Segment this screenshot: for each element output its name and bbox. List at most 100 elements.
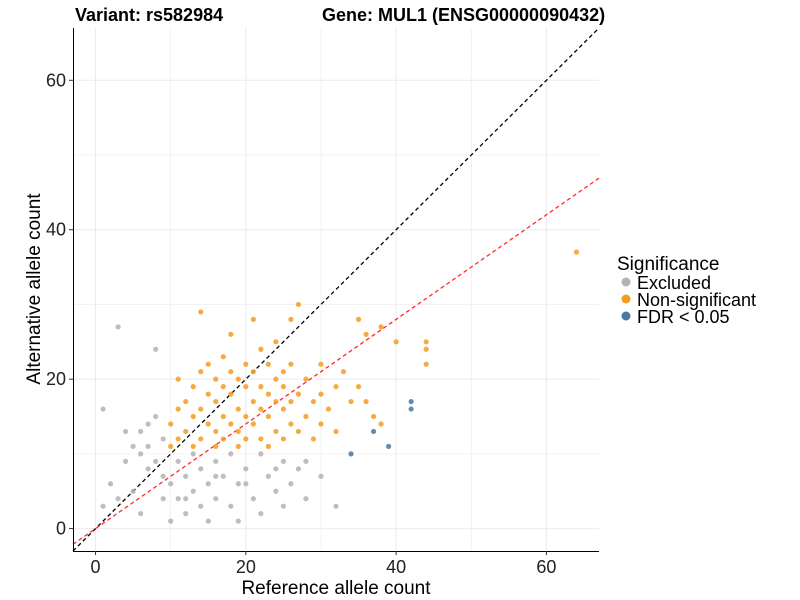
point-non-significant: [423, 346, 429, 352]
point-non-significant: [295, 391, 302, 397]
point-non-significant: [280, 406, 286, 412]
ticks: 0 20 40 60 0 20 40 60: [46, 70, 556, 577]
point-excluded: [243, 481, 249, 487]
point-excluded: [138, 451, 144, 457]
point-excluded: [295, 466, 302, 472]
point-excluded: [228, 451, 234, 457]
point-excluded: [183, 496, 189, 502]
point-non-significant: [250, 398, 256, 405]
point-excluded: [198, 503, 204, 509]
point-non-significant: [168, 421, 174, 427]
point-excluded: [100, 406, 106, 412]
point-non-significant: [243, 361, 249, 367]
point-non-significant: [340, 369, 347, 375]
point-non-significant: [168, 443, 174, 449]
point-excluded: [198, 466, 204, 472]
point-excluded: [175, 458, 181, 464]
point-non-significant: [228, 421, 234, 427]
point-non-significant: [280, 369, 286, 375]
point-non-significant: [235, 406, 241, 412]
point-fdr-0-05: [408, 398, 414, 405]
point-non-significant: [250, 316, 256, 322]
point-non-significant: [220, 384, 226, 390]
point-fdr-0-05: [370, 428, 377, 435]
point-excluded: [288, 481, 294, 487]
point-non-significant: [205, 421, 211, 427]
point-non-significant: [318, 391, 324, 397]
reference-line-identity: [72, 27, 600, 552]
point-excluded: [168, 481, 174, 487]
point-non-significant: [273, 398, 279, 405]
grid: [73, 28, 599, 551]
point-non-significant: [355, 316, 362, 322]
point-excluded: [145, 466, 151, 472]
point-excluded: [235, 481, 241, 487]
point-non-significant: [190, 413, 196, 420]
point-non-significant: [295, 428, 302, 435]
point-non-significant: [280, 436, 286, 442]
point-excluded: [160, 436, 166, 442]
point-excluded: [107, 481, 114, 487]
point-excluded: [145, 421, 151, 427]
point-non-significant: [363, 398, 369, 405]
point-excluded: [333, 503, 339, 509]
point-non-significant: [198, 309, 204, 315]
point-excluded: [145, 443, 151, 449]
point-non-significant: [243, 384, 249, 390]
point-non-significant: [243, 413, 249, 420]
point-non-significant: [235, 376, 241, 382]
point-non-significant: [213, 376, 219, 382]
point-fdr-0-05: [386, 443, 392, 449]
point-non-significant: [235, 428, 241, 435]
point-excluded: [303, 496, 309, 502]
point-excluded: [273, 466, 279, 472]
y-axis-title: Alternative allele count: [24, 193, 45, 385]
point-excluded: [213, 458, 219, 464]
legend-label-excluded: Excluded: [637, 273, 711, 293]
point-non-significant: [198, 406, 204, 412]
point-excluded: [258, 511, 264, 517]
point-non-significant: [303, 413, 309, 420]
point-non-significant: [288, 398, 294, 405]
point-non-significant: [288, 316, 294, 322]
legend-key-non-significant: [621, 294, 631, 304]
point-excluded: [160, 496, 166, 502]
y-tick-label: 40: [46, 220, 66, 240]
point-non-significant: [220, 413, 226, 420]
point-non-significant: [258, 436, 264, 442]
title-gene: Gene: MUL1 (ENSG00000090432): [322, 5, 605, 25]
point-non-significant: [423, 361, 429, 367]
point-non-significant: [573, 249, 580, 255]
point-excluded: [130, 443, 136, 449]
point-excluded: [273, 488, 279, 494]
point-excluded: [123, 428, 129, 435]
point-non-significant: [378, 421, 384, 427]
legend-label-non-significant: Non-significant: [637, 290, 756, 310]
point-non-significant: [265, 443, 271, 449]
point-excluded: [258, 451, 264, 457]
point-excluded: [138, 428, 144, 435]
point-non-significant: [235, 443, 241, 449]
point-excluded: [280, 503, 286, 509]
point-excluded: [190, 488, 196, 494]
point-non-significant: [228, 369, 234, 375]
point-excluded: [138, 511, 144, 517]
point-non-significant: [355, 384, 362, 390]
point-excluded: [123, 458, 129, 464]
point-non-significant: [175, 376, 181, 382]
point-non-significant: [265, 361, 271, 367]
reference-line-fit: [72, 177, 600, 545]
point-non-significant: [318, 361, 324, 367]
point-excluded: [183, 511, 189, 517]
point-non-significant: [243, 436, 249, 442]
point-non-significant: [220, 436, 226, 442]
point-non-significant: [198, 436, 204, 442]
point-non-significant: [333, 428, 339, 435]
point-non-significant: [280, 384, 286, 390]
point-non-significant: [190, 384, 196, 390]
point-excluded: [205, 518, 211, 524]
point-fdr-0-05: [348, 451, 354, 457]
point-non-significant: [273, 376, 279, 382]
point-excluded: [213, 473, 219, 479]
title-variant: Variant: rs582984: [75, 5, 223, 25]
